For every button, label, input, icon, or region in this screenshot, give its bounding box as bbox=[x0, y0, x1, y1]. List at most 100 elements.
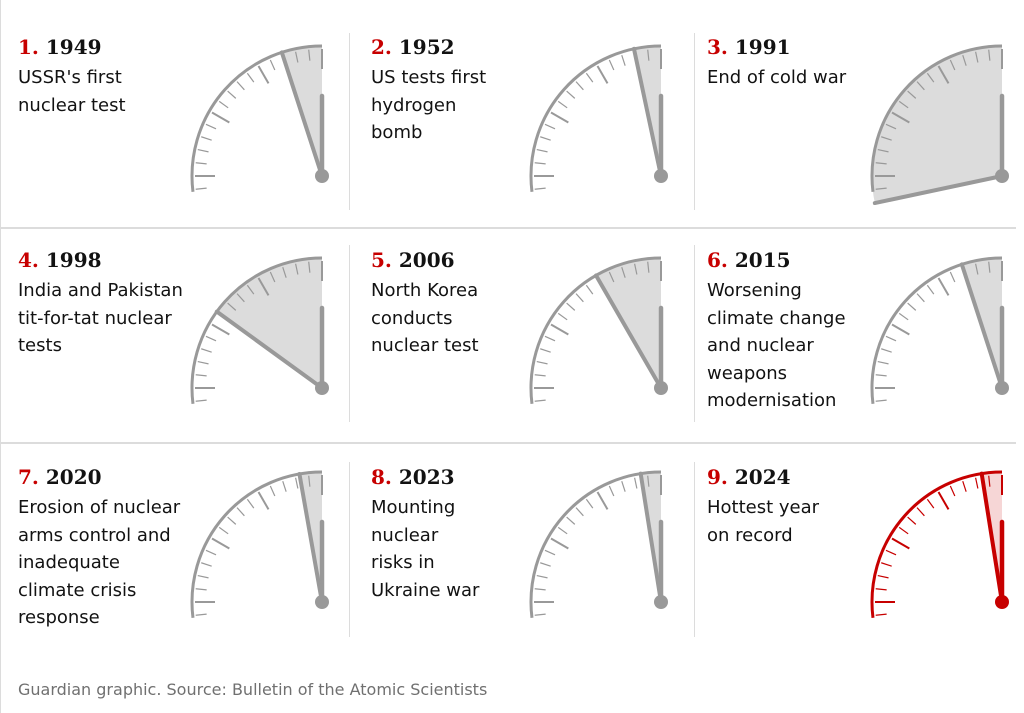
minor-tick bbox=[885, 335, 897, 342]
minute-hand bbox=[297, 471, 324, 604]
minor-tick bbox=[608, 271, 615, 283]
minor-tick bbox=[907, 516, 917, 525]
panel-number: 6. bbox=[707, 248, 728, 272]
panel-description: Worsening climate change and nuclear wea… bbox=[707, 280, 846, 411]
minor-tick bbox=[916, 293, 925, 303]
minor-tick bbox=[898, 526, 909, 535]
panel-year: 2020 bbox=[45, 465, 102, 489]
minute-hand bbox=[959, 262, 1004, 390]
panel-number: 8. bbox=[371, 465, 392, 489]
panel-number: 2. bbox=[371, 35, 392, 59]
minor-tick bbox=[195, 613, 207, 616]
panel-heading: 3. 1991 bbox=[707, 35, 1024, 59]
minor-tick bbox=[916, 81, 925, 91]
minor-tick bbox=[201, 562, 212, 567]
minor-tick bbox=[877, 575, 889, 579]
minor-tick bbox=[881, 136, 892, 141]
doomsday-clock-1952 bbox=[529, 44, 668, 193]
minor-tick bbox=[544, 123, 556, 130]
minor-tick bbox=[575, 81, 584, 91]
page-left-edge bbox=[0, 0, 1, 713]
minor-tick bbox=[295, 51, 299, 63]
dial-arc bbox=[190, 256, 323, 405]
clock-hub bbox=[995, 381, 1009, 395]
minor-tick bbox=[634, 477, 638, 489]
minor-tick bbox=[246, 498, 255, 509]
minute-hand bbox=[979, 471, 1004, 604]
elapsed-wedge bbox=[871, 46, 1002, 204]
col-divider bbox=[694, 245, 695, 422]
minor-tick bbox=[205, 335, 217, 342]
doomsday-clock-1949 bbox=[190, 44, 329, 193]
minor-tick bbox=[534, 613, 546, 616]
panel-description: Erosion of nuclear arms control and inad… bbox=[18, 497, 181, 628]
major-tick bbox=[257, 491, 270, 510]
timeline-panel-2023: 8. 2023 Mounting nuclear risks in Ukrain… bbox=[371, 465, 691, 604]
minor-tick bbox=[621, 55, 626, 66]
timeline-panel-1991: 3. 1991 End of cold war bbox=[707, 35, 1024, 92]
minor-tick bbox=[898, 100, 909, 109]
dial-arc bbox=[870, 44, 1003, 193]
minor-tick bbox=[269, 485, 276, 497]
clock-hub bbox=[315, 381, 329, 395]
minor-tick bbox=[201, 348, 212, 353]
panel-heading: 5. 2006 bbox=[371, 248, 691, 272]
minute-hand bbox=[638, 471, 663, 604]
minor-tick bbox=[236, 507, 245, 517]
col-divider bbox=[349, 245, 350, 422]
minor-tick bbox=[534, 187, 546, 190]
minor-tick bbox=[205, 549, 217, 556]
col-divider bbox=[694, 462, 695, 637]
minor-tick bbox=[308, 475, 311, 487]
minor-tick bbox=[540, 136, 551, 141]
minor-tick bbox=[647, 475, 650, 487]
minor-tick bbox=[540, 562, 551, 567]
panel-year: 1991 bbox=[734, 35, 791, 59]
clock-hub bbox=[654, 381, 668, 395]
panel-description: USSR's first nuclear test bbox=[18, 67, 126, 116]
panel-heading: 2. 1952 bbox=[371, 35, 691, 59]
minor-tick bbox=[907, 302, 917, 311]
minor-tick bbox=[566, 516, 576, 525]
minute-hand bbox=[594, 273, 663, 390]
minor-tick bbox=[916, 507, 925, 517]
minor-tick bbox=[195, 399, 207, 402]
col-divider bbox=[694, 33, 695, 210]
minute-hand bbox=[872, 174, 1004, 206]
minor-tick bbox=[218, 526, 229, 535]
panel-number: 1. bbox=[18, 35, 39, 59]
panel-number: 5. bbox=[371, 248, 392, 272]
minor-tick bbox=[875, 162, 887, 165]
clock-hub bbox=[315, 595, 329, 609]
minor-tick bbox=[875, 588, 887, 591]
minor-tick bbox=[197, 149, 209, 153]
minor-tick bbox=[308, 49, 311, 61]
minor-tick bbox=[227, 516, 237, 525]
minor-tick bbox=[236, 293, 245, 303]
minor-tick bbox=[197, 575, 209, 579]
minor-tick bbox=[246, 284, 255, 295]
panel-heading: 7. 2020 bbox=[18, 465, 338, 489]
minute-hand bbox=[279, 50, 324, 178]
minor-tick bbox=[308, 261, 311, 273]
minor-tick bbox=[195, 588, 207, 591]
minor-tick bbox=[621, 481, 626, 492]
minor-tick bbox=[197, 361, 209, 365]
panel-year: 2024 bbox=[734, 465, 791, 489]
minor-tick bbox=[988, 261, 991, 273]
elapsed-wedge bbox=[596, 258, 661, 388]
minor-tick bbox=[975, 477, 979, 489]
minor-tick bbox=[295, 477, 299, 489]
minor-tick bbox=[585, 498, 594, 509]
panel-year: 1998 bbox=[45, 248, 102, 272]
major-tick bbox=[891, 323, 910, 336]
minor-tick bbox=[926, 72, 935, 83]
minute-hand bbox=[214, 309, 324, 390]
panel-heading: 9. 2024 bbox=[707, 465, 1024, 489]
major-tick bbox=[550, 111, 569, 124]
minor-tick bbox=[621, 267, 626, 278]
doomsday-clock-2024 bbox=[870, 470, 1009, 619]
minor-tick bbox=[236, 81, 245, 91]
timeline-panel-2015: 6. 2015 Worsening climate change and nuc… bbox=[707, 248, 1024, 415]
minor-tick bbox=[246, 72, 255, 83]
